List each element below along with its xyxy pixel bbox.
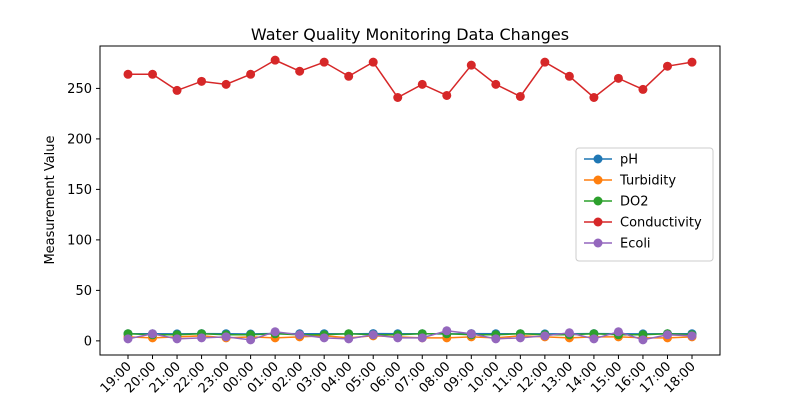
- chart-title: Water Quality Monitoring Data Changes: [251, 25, 569, 44]
- legend-marker: [593, 238, 603, 248]
- data-point: [466, 329, 476, 339]
- y-tick-label: 0: [84, 334, 92, 349]
- y-tick-label: 100: [67, 233, 92, 248]
- data-point: [123, 334, 133, 344]
- data-point: [491, 79, 501, 89]
- data-point: [589, 93, 599, 102]
- data-point: [148, 69, 158, 79]
- y-tick-label: 200: [67, 132, 92, 147]
- data-point: [613, 73, 623, 83]
- data-point: [393, 333, 403, 343]
- series-conductivity: [123, 55, 697, 102]
- data-point: [197, 76, 207, 86]
- data-point: [123, 69, 133, 79]
- data-point: [393, 93, 403, 102]
- data-point: [442, 90, 452, 100]
- y-tick-label: 50: [75, 284, 92, 299]
- plot-area: [123, 55, 697, 345]
- data-point: [246, 69, 256, 79]
- data-point: [344, 71, 354, 81]
- legend-label: Conductivity: [620, 216, 702, 231]
- data-point: [270, 327, 280, 337]
- data-point: [148, 329, 158, 339]
- y-tick-label: 150: [67, 183, 92, 198]
- legend-item-ph: pH: [584, 153, 638, 168]
- legend-marker: [593, 196, 603, 206]
- data-point: [417, 333, 427, 343]
- legend-box: [575, 147, 714, 262]
- data-point: [295, 330, 305, 340]
- legend-item-turbidity: Turbidity: [584, 174, 676, 189]
- plot-frame: [99, 45, 721, 356]
- legend-marker: [593, 175, 603, 185]
- data-point: [221, 332, 231, 342]
- y-tick-label: 250: [67, 82, 92, 97]
- legend-marker: [593, 217, 603, 227]
- series-line: [127, 330, 693, 341]
- legend-label: Ecoli: [620, 237, 651, 252]
- legend: pH Turbidity DO2 Conductivity Ecoli: [575, 147, 714, 262]
- data-point: [515, 91, 525, 101]
- data-point: [295, 66, 305, 76]
- data-point: [540, 331, 550, 341]
- data-point: [270, 55, 280, 65]
- data-point: [589, 334, 599, 344]
- data-point: [172, 334, 182, 344]
- data-point: [540, 57, 550, 67]
- data-point: [466, 60, 476, 70]
- legend-label: Turbidity: [619, 174, 676, 189]
- data-point: [687, 331, 697, 341]
- data-point: [491, 334, 501, 344]
- legend-label: DO2: [620, 195, 649, 210]
- data-point: [687, 57, 697, 67]
- data-point: [368, 330, 378, 340]
- data-point: [197, 333, 207, 343]
- data-point: [662, 61, 672, 71]
- data-point: [172, 85, 182, 95]
- data-point: [344, 334, 354, 344]
- data-point: [662, 330, 672, 340]
- data-point: [319, 57, 329, 67]
- legend-label: pH: [620, 153, 638, 168]
- legend-item-do2: DO2: [584, 195, 649, 210]
- data-point: [564, 71, 574, 81]
- legend-item-conductivity: Conductivity: [584, 216, 702, 231]
- data-point: [515, 333, 525, 343]
- data-point: [442, 326, 452, 336]
- data-point: [246, 335, 256, 345]
- data-point: [221, 79, 231, 89]
- data-point: [417, 79, 427, 89]
- data-point: [613, 327, 623, 337]
- y-axis-label: Measurement Value: [43, 135, 58, 264]
- legend-marker: [593, 154, 603, 164]
- data-point: [319, 333, 329, 343]
- legend-item-ecoli: Ecoli: [584, 237, 651, 252]
- series-ecoli: [123, 326, 697, 345]
- data-point: [564, 328, 574, 338]
- data-point: [638, 84, 648, 94]
- data-point: [368, 57, 378, 67]
- data-point: [638, 335, 648, 345]
- series-line: [128, 59, 693, 99]
